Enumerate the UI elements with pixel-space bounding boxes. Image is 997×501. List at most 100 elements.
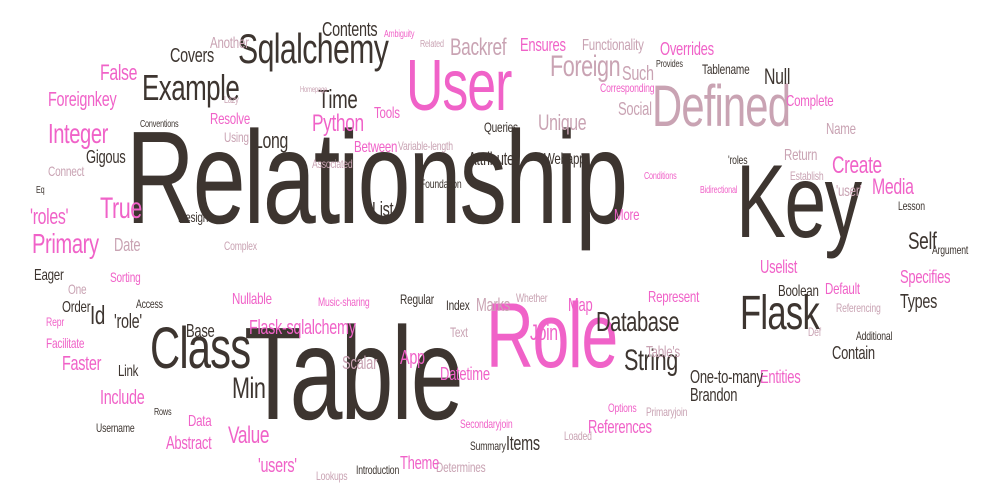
word-null: Null — [764, 64, 791, 89]
word-homepage: Homepage — [300, 85, 328, 94]
word-whether: Whether — [516, 291, 548, 305]
word-using: Using — [224, 129, 249, 145]
word-lesson: Lesson — [898, 199, 925, 213]
word-rows: Rows — [154, 407, 172, 418]
word-sqlalchemy: Sqlalchemy — [238, 25, 389, 72]
word-referencing: Referencing — [836, 301, 881, 315]
word-social: Social — [618, 99, 652, 119]
word-faster: Faster — [62, 353, 102, 375]
word-introduction: Introduction — [356, 463, 400, 477]
word-integer: Integer — [48, 118, 108, 149]
word-access: Access — [136, 297, 163, 311]
word-conditions: Conditions — [644, 171, 677, 182]
word-database: Database — [596, 306, 680, 337]
word-such: Such — [622, 63, 654, 85]
word-data: Data — [188, 413, 212, 430]
word-functionality: Functionality — [582, 37, 644, 54]
word-more: More — [614, 207, 640, 224]
word-string: String — [624, 344, 678, 377]
word-ambiguity: Ambiguity — [384, 29, 415, 40]
word-summary: Summary — [470, 439, 506, 453]
word-resolve: Resolve — [210, 111, 251, 128]
word-app: App — [400, 347, 425, 369]
word-webapp: Webapp — [544, 151, 586, 168]
word-options: Options — [608, 401, 637, 415]
word-date: Date — [114, 235, 141, 255]
word-default: Default — [825, 281, 860, 298]
word-one-to-many: One-to-many — [690, 367, 763, 387]
word-foreign: Foreign — [550, 50, 621, 83]
word-include: Include — [100, 387, 145, 409]
word-conventions: Conventions — [140, 119, 179, 130]
word-foundation: Foundation — [420, 177, 462, 191]
word-bidirectional: Bidirectional — [700, 185, 738, 196]
word-complete: Complete — [786, 93, 834, 110]
word-media: Media — [872, 174, 914, 199]
word-between: Between — [354, 139, 398, 156]
word-tools: Tools — [374, 105, 400, 122]
word-defined: Defined — [652, 74, 791, 139]
word-represent: Represent — [648, 289, 700, 306]
word-lookups: Lookups — [316, 469, 348, 483]
word-table: Table — [244, 300, 464, 447]
word-index: Index — [446, 297, 470, 313]
word-provides: Provides — [656, 59, 683, 70]
word-specifies: Specifies — [900, 267, 951, 287]
word-name: Name — [826, 121, 856, 138]
word-contents: Contents — [322, 19, 378, 41]
word-facilitate: Facilitate — [46, 335, 85, 351]
word-eager: Eager — [34, 267, 64, 284]
word-complex: Complex — [224, 239, 257, 253]
word-music-sharing: Music-sharing — [318, 295, 370, 309]
word-secondaryjoin: Secondaryjoin — [460, 417, 513, 431]
word-python: Python — [312, 110, 364, 137]
word-flask: Flask — [740, 287, 820, 340]
word-value: Value — [228, 422, 270, 449]
word-user: 'user' — [836, 183, 862, 200]
word-role: Role — [486, 285, 618, 387]
word-establish: Establish — [790, 169, 824, 183]
word-create: Create — [832, 152, 882, 179]
word-false: False — [100, 60, 138, 85]
word-sorting: Sorting — [110, 269, 141, 285]
word-tablename: Tablename — [702, 61, 750, 77]
word-brandon: Brandon — [690, 385, 738, 405]
word-map: Map — [568, 295, 593, 315]
word-roles: 'roles — [728, 153, 748, 167]
word-boolean: Boolean — [778, 283, 819, 300]
word-true: True — [100, 192, 142, 225]
word-unique: Unique — [538, 110, 587, 135]
word-references: References — [588, 417, 652, 437]
word-role: 'role' — [114, 311, 142, 333]
word-lazy: Lazy — [224, 95, 239, 106]
word-regular: Regular — [400, 291, 434, 307]
word-eq: Eq — [36, 185, 45, 196]
word-username: Username — [96, 421, 135, 435]
word-roles: 'roles' — [30, 204, 69, 229]
word-uselist: Uselist — [760, 257, 798, 277]
word-min: Min — [232, 372, 266, 405]
word-nullable: Nullable — [232, 291, 272, 308]
word-table-s: Table's — [646, 344, 680, 361]
word-return: Return — [784, 147, 818, 164]
word-attribute: Attribute — [468, 149, 514, 169]
word-contain: Contain — [832, 343, 875, 363]
word-text: Text — [450, 324, 468, 340]
word-queries: Queries — [484, 119, 518, 135]
word-argument: Argument — [932, 243, 969, 257]
word-covers: Covers — [170, 45, 214, 67]
word-types: Types — [900, 291, 937, 313]
word-additional: Additional — [856, 329, 893, 343]
word-entities: Entities — [760, 367, 801, 387]
word-flask-sqlalchemy: Flask-sqlalchemy — [249, 317, 356, 339]
word-user: User — [406, 46, 512, 126]
word-relationship: Relationship — [126, 104, 628, 251]
word-link: Link — [118, 363, 139, 380]
word-one: One — [68, 281, 87, 297]
word-another: Another — [210, 35, 249, 52]
word-items: Items — [506, 433, 540, 455]
word-theme: Theme — [400, 453, 440, 473]
word-users: 'users' — [258, 455, 297, 477]
word-class: Class — [150, 316, 251, 381]
